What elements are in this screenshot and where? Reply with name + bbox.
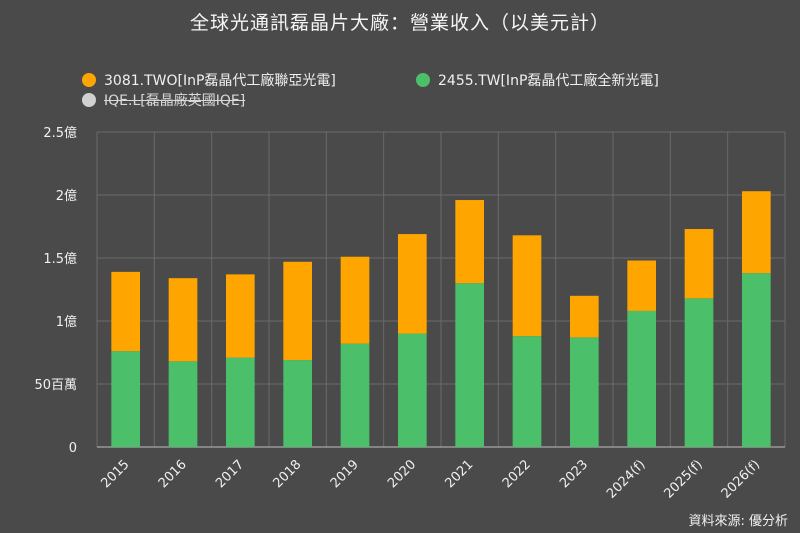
bar-segment [168, 278, 198, 362]
bar-segment [742, 191, 771, 274]
bar-segment [512, 336, 542, 447]
bar-segment [340, 256, 370, 344]
bar-segment [455, 200, 484, 284]
bar-segment [398, 333, 427, 447]
bar-segment [627, 260, 656, 311]
bar-segment [340, 343, 370, 447]
bar-segment [111, 351, 140, 447]
y-tick-label: 1億 [56, 314, 77, 330]
bar-segment [226, 357, 255, 447]
bar-segment [570, 337, 599, 447]
x-tick-label: 2015 [98, 457, 132, 491]
x-tick-label: 2022 [500, 457, 534, 491]
legend-label: 3081.TWO[InP磊晶代工廠聯亞光電] [104, 73, 336, 89]
y-tick-label: 2.5億 [43, 125, 77, 141]
bar-segment [512, 235, 542, 337]
legend-label: IQE.L[磊晶廠英國IQE] [104, 93, 246, 109]
x-tick-label: 2021 [442, 457, 476, 491]
bar-segment [398, 234, 427, 334]
legend-label: 2455.TW[InP磊晶代工廠全新光電] [438, 73, 659, 89]
y-tick-label: 2億 [56, 188, 77, 204]
bar-segment [684, 298, 714, 447]
legend-dot-icon [82, 73, 96, 87]
x-tick-label: 2016 [156, 457, 190, 491]
y-tick-label: 1.5億 [43, 251, 77, 267]
bar-segment [684, 229, 714, 299]
chart-title: 全球光通訊磊晶片大廠：營業收入（以美元計） [189, 12, 610, 34]
legend-item-iqe[interactable]: IQE.L[磊晶廠英國IQE] [82, 90, 245, 110]
x-tick-label: 2020 [385, 457, 419, 491]
bar-segment [226, 274, 255, 358]
bar-segment [111, 271, 140, 352]
x-tick-label: 2024(f) [604, 457, 648, 501]
legend-item-3081[interactable]: 3081.TWO[InP磊晶代工廠聯亞光電] [82, 70, 336, 90]
bar-segment [283, 261, 312, 361]
bar-segment [570, 295, 599, 338]
legend-item-2455[interactable]: 2455.TW[InP磊晶代工廠全新光電] [416, 70, 659, 90]
bar-segment [455, 283, 484, 447]
legend-dot-icon [82, 93, 96, 107]
x-tick-label: 2026(f) [719, 457, 763, 501]
legend-dot-icon [416, 73, 430, 87]
y-tick-label: 50百萬 [34, 378, 77, 393]
x-tick-label: 2025(f) [661, 457, 705, 501]
bar-segment [283, 360, 312, 447]
x-tick-label: 2017 [213, 457, 247, 491]
x-tick-label: 2019 [328, 457, 362, 491]
y-tick-label: 0 [69, 441, 77, 456]
x-tick-label: 2023 [557, 457, 591, 491]
bar-segment [742, 273, 771, 447]
source-note: 資料來源: 優分析 [688, 514, 788, 529]
bar-segment [168, 361, 198, 447]
x-tick-label: 2018 [270, 457, 304, 491]
bar-segment [627, 310, 656, 447]
